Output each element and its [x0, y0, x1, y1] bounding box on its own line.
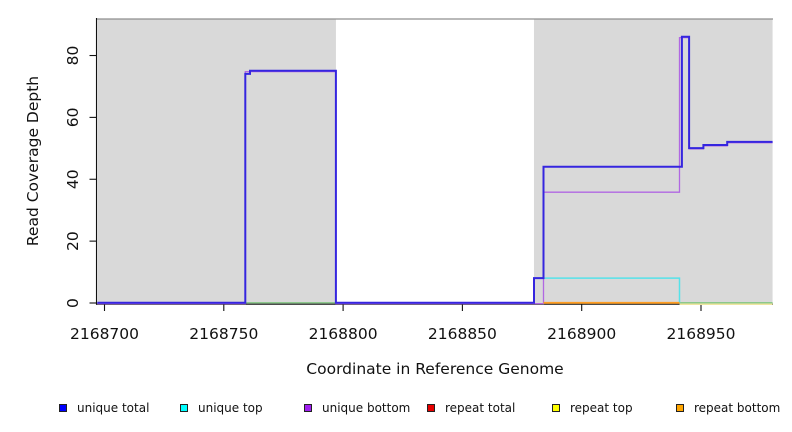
repeat-total-swatch [427, 404, 435, 412]
y-axis-label: Read Coverage Depth [24, 75, 42, 247]
unique-top-swatch [180, 404, 188, 412]
y-tick-label: 60 [64, 108, 82, 128]
x-tick-label: 2168900 [547, 325, 616, 343]
x-tick-label: 2168950 [666, 325, 735, 343]
y-tick-label: 20 [64, 231, 82, 251]
legend-label: unique bottom [322, 401, 411, 415]
repeat-top-swatch [552, 404, 560, 412]
legend-label: unique total [77, 401, 150, 415]
legend-item-unique-top: unique top [180, 399, 263, 417]
legend-label: repeat top [570, 401, 633, 415]
y-tick-label: 0 [64, 298, 82, 308]
unique-bottom-swatch [304, 404, 312, 412]
legend-item-repeat-total: repeat total [427, 399, 515, 417]
legend-label: unique top [198, 401, 263, 415]
y-tick-label: 80 [64, 46, 82, 66]
series-unique-total [97, 35, 773, 304]
x-tick-label: 2168800 [309, 325, 378, 343]
repeat-bottom-swatch [676, 404, 684, 412]
legend: unique total unique top unique bottom repea… [0, 399, 792, 419]
legend-item-repeat-top: repeat top [552, 399, 633, 417]
legend-item-unique-total: unique total [59, 399, 149, 417]
x-tick-label: 2168700 [70, 325, 139, 343]
legend-label: repeat total [445, 401, 516, 415]
x-tick-label: 2168750 [189, 325, 258, 343]
legend-item-unique-bottom: unique bottom [304, 399, 410, 417]
shaded-region [533, 19, 773, 304]
legend-item-repeat-bottom: repeat bottom [676, 399, 780, 417]
legend-label: repeat bottom [694, 401, 781, 415]
unique-total-swatch [59, 404, 67, 412]
x-tick-label: 2168850 [428, 325, 497, 343]
shaded-region [97, 19, 336, 304]
x-axis-label: Coordinate in Reference Genome [306, 360, 564, 378]
y-tick-label: 40 [64, 169, 82, 189]
